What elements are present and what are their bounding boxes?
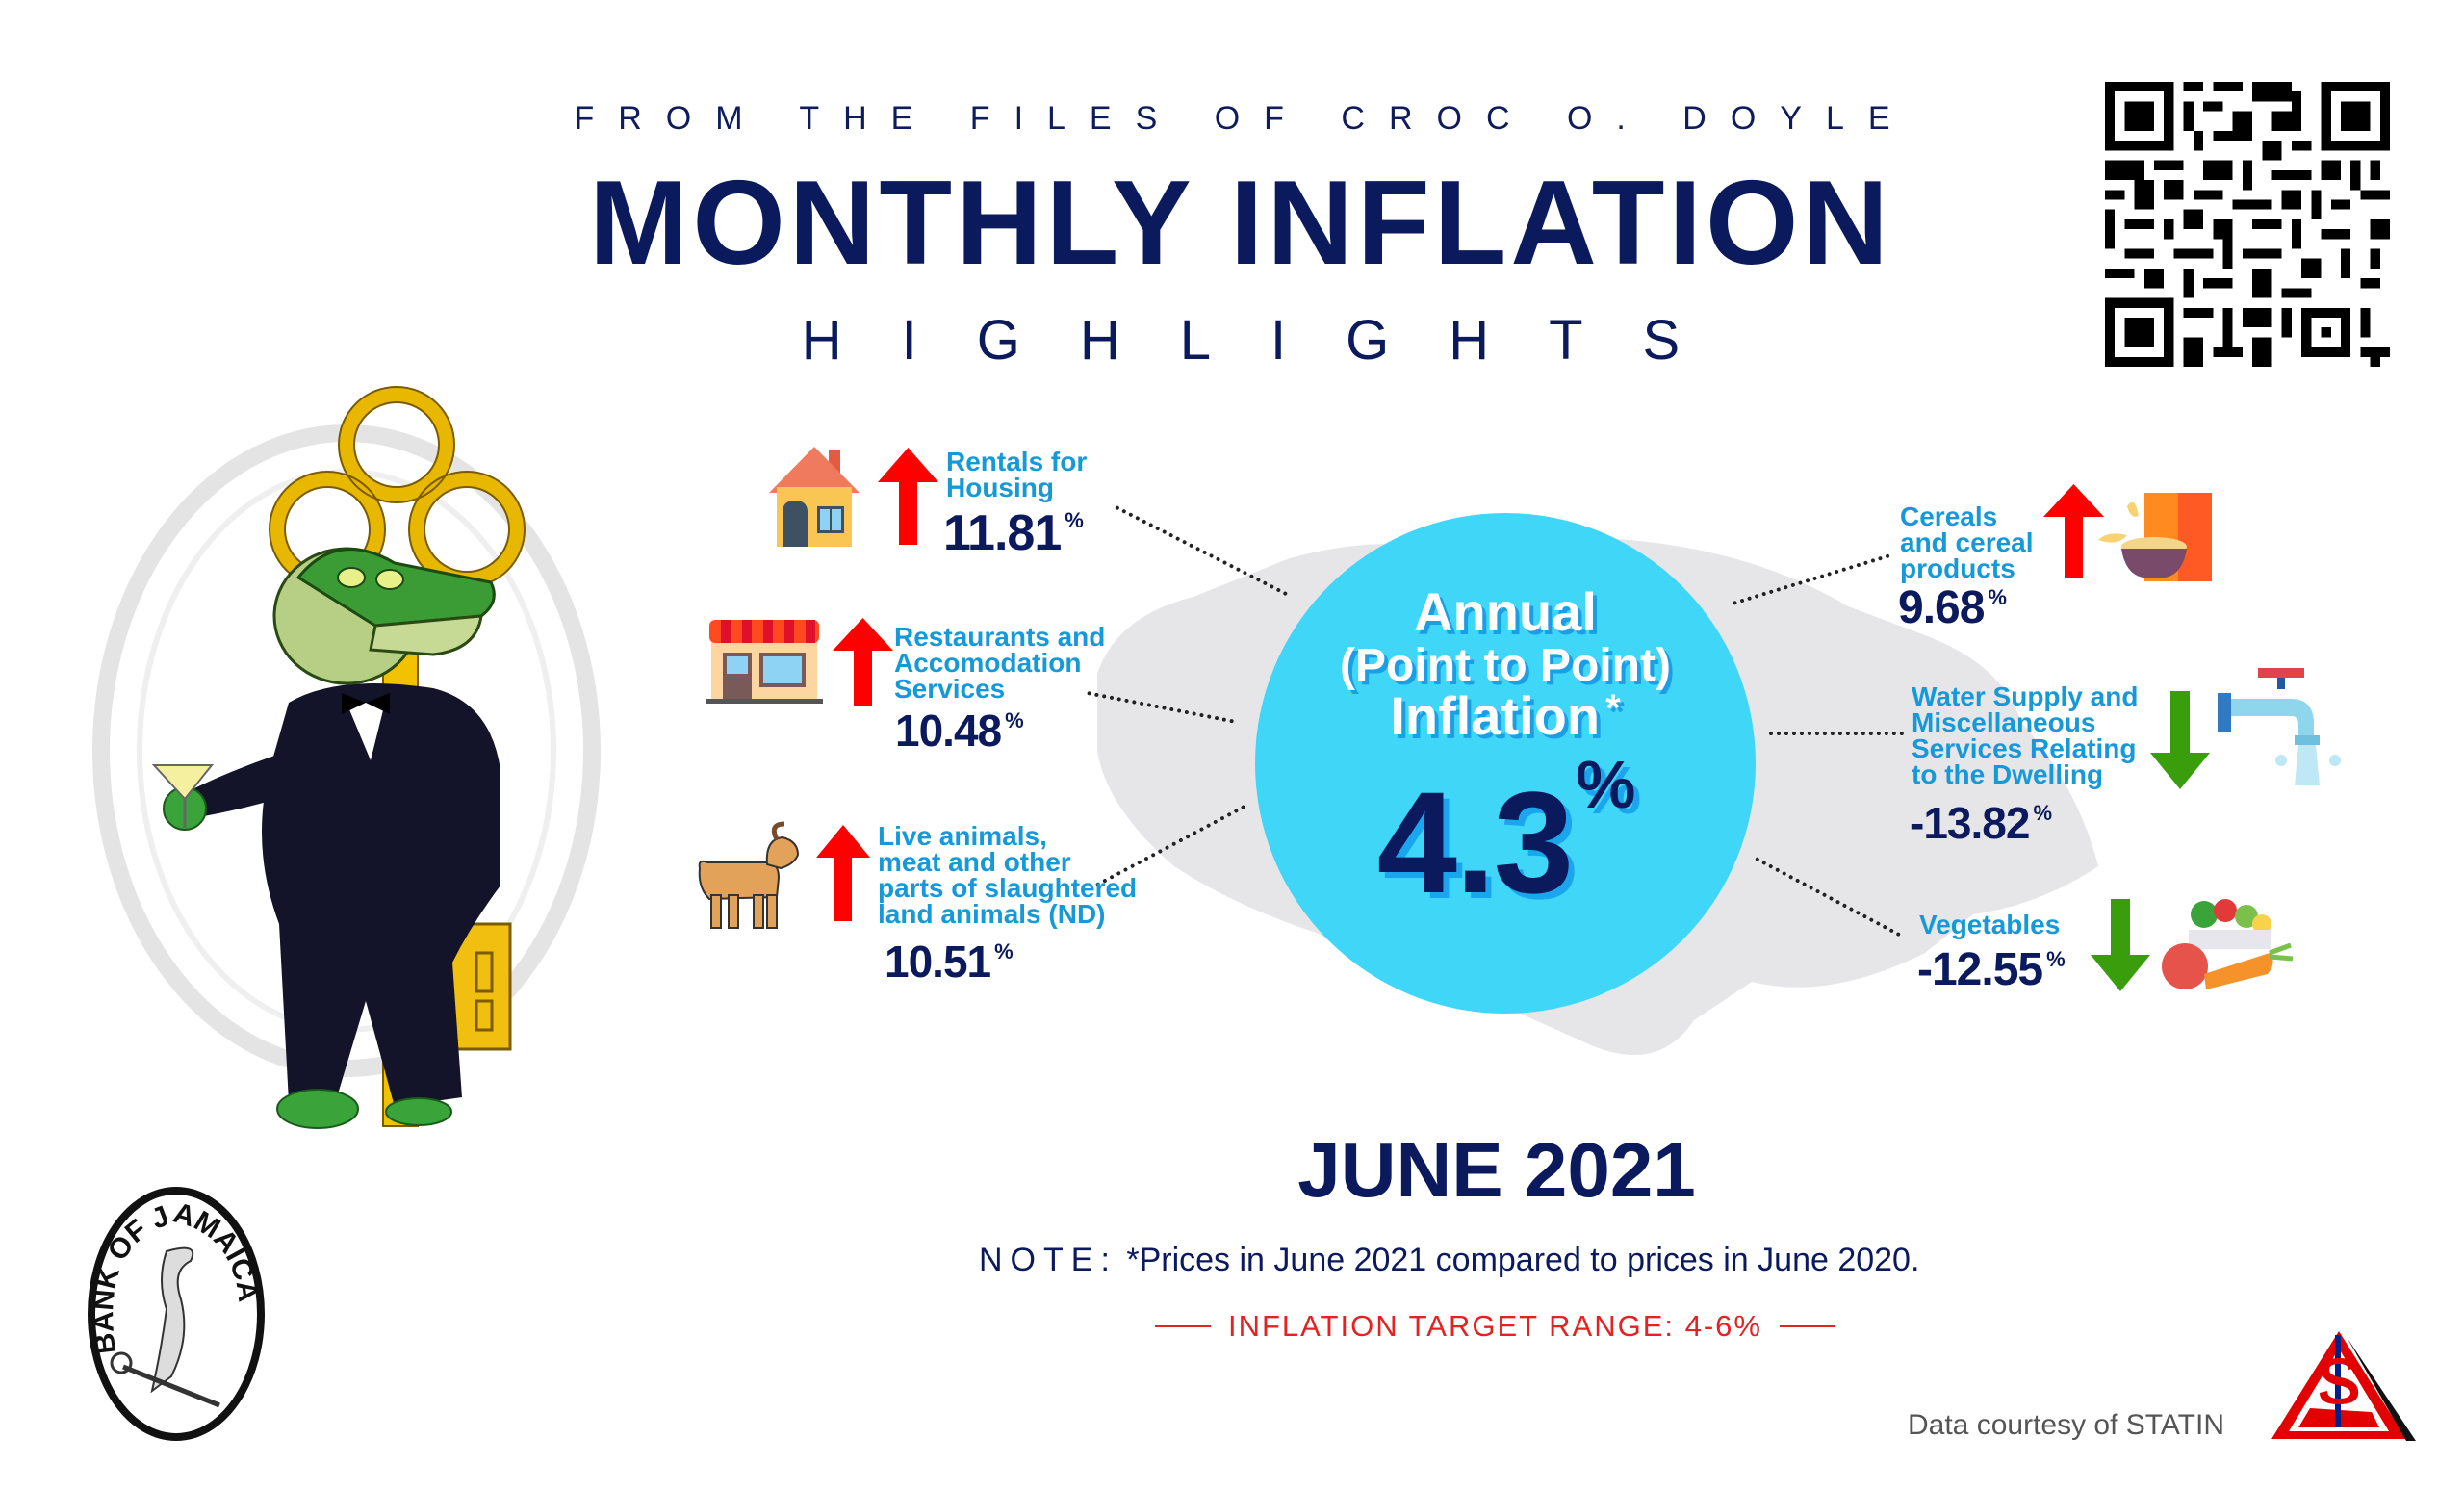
water-faucet-icon: [2214, 664, 2348, 787]
arrow-up-icon: [878, 448, 938, 545]
data-courtesy: Data courtesy of STATIN: [1908, 1409, 2224, 1441]
cereal-bowl-icon: [2089, 487, 2223, 583]
item-value-restaurants: 10.48%: [895, 706, 1024, 756]
bank-of-jamaica-logo: BANK OF JAMAICA: [88, 1187, 265, 1441]
arrow-down-icon: [2150, 691, 2210, 789]
house-icon: [763, 443, 865, 549]
arrow-up-icon: [816, 825, 870, 921]
footnote: NOTE: *Prices in June 2021 compared to p…: [979, 1242, 1920, 1278]
item-label-cereals: Cereals and cereal products: [1900, 501, 2034, 583]
arrow-up-icon: [2043, 484, 2104, 578]
connector-line: [1769, 732, 1904, 735]
item-label-rentals: Rentals for Housing: [946, 447, 1088, 502]
item-label-vegetables: Vegetables: [1919, 910, 2061, 939]
qr-code-icon[interactable]: [2105, 82, 2390, 367]
report-month: JUNE 2021: [1297, 1127, 1696, 1213]
item-label-water: Water Supply and Miscellaneous Services Re…: [1912, 681, 2139, 789]
circle-line-point-to-point: (Point to Point): [1340, 640, 1671, 691]
item-label-restaurants: Restaurants and Accomodation Services: [894, 622, 1106, 704]
annual-inflation-circle: [1255, 513, 1756, 1014]
statin-logo-icon: [2272, 1331, 2416, 1441]
item-value-rentals: 11.81%: [943, 505, 1084, 561]
annual-inflation-value: 4.3%: [1376, 747, 1636, 923]
goat-icon: [690, 820, 803, 932]
item-value-live-animals: 10.51%: [885, 937, 1014, 987]
inflation-target-range: INFLATION TARGET RANGE: 4-6%: [1155, 1309, 1835, 1344]
circle-line-annual: Annual: [1414, 581, 1597, 642]
circle-line-inflation: Inflation *: [1390, 685, 1621, 746]
arrow-down-icon: [2091, 899, 2150, 991]
item-label-live-animals: Live animals, meat and other parts of slau…: [878, 821, 1138, 929]
storefront-icon: [706, 616, 823, 705]
item-value-water: -13.82%: [1910, 798, 2052, 848]
croc-mascot-illustration: [151, 386, 526, 1129]
item-value-vegetables: -12.55%: [1917, 944, 2066, 995]
asterisk: *: [1605, 687, 1621, 730]
divider: [1155, 1325, 1211, 1327]
page-subtitle: HIGHLIGHTS: [801, 309, 1740, 372]
divider: [1779, 1325, 1835, 1327]
arrow-up-icon: [833, 618, 893, 706]
header-kicker: FROM THE FILES OF CROC O. DOYLE: [574, 100, 1914, 137]
page-title: MONTHLY INFLATION: [589, 157, 1892, 290]
vegetables-icon: [2156, 895, 2296, 991]
item-value-cereals: 9.68%: [1898, 582, 2007, 633]
